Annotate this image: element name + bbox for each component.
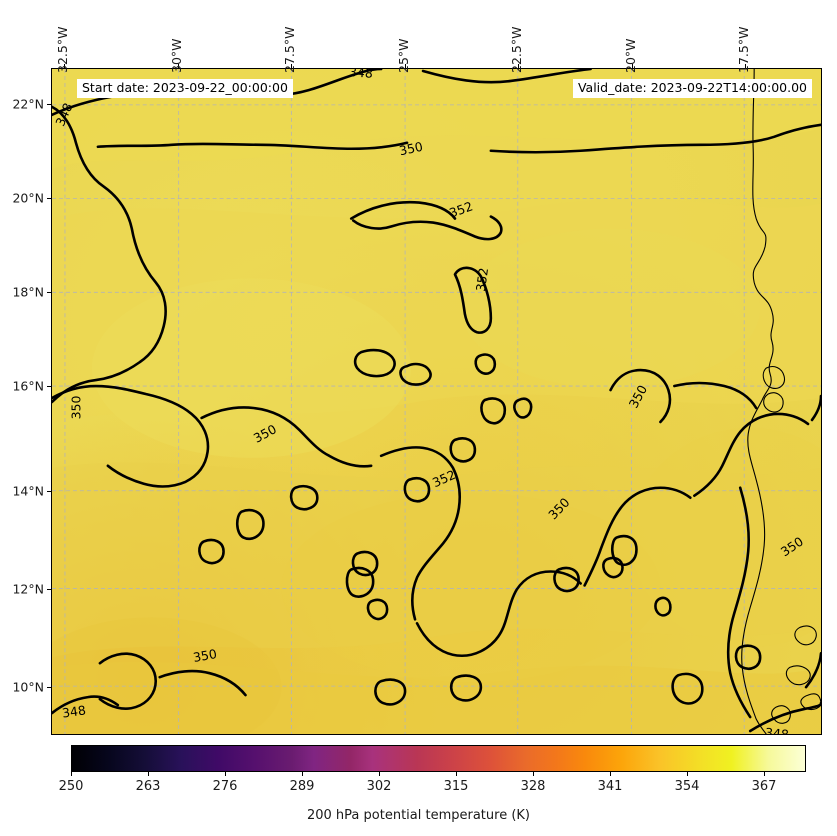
lon-tick-label: 32.5°W: [55, 26, 70, 73]
map-axes[interactable]: 348 350 352 352 350 350 350 352 350 350 …: [51, 68, 822, 735]
lat-tick-label: 10°N: [12, 679, 44, 695]
lon-tickmark: [178, 64, 179, 68]
lon-tick-label: 25°W: [396, 38, 411, 73]
lon-tickmark: [632, 64, 633, 68]
contour-label-348-top: 348: [348, 68, 374, 81]
lat-tick-label: 20°N: [12, 190, 44, 206]
lon-tick-label: 27.5°W: [282, 26, 297, 73]
colorbar-tickmark: [764, 772, 765, 776]
lon-tick-label: 22.5°W: [509, 26, 524, 73]
colorbar-tick-label: 263: [135, 779, 161, 794]
colorbar-tickmark: [302, 772, 303, 776]
colorbar-tick-label: 341: [597, 779, 623, 794]
lat-tick-label: 14°N: [12, 483, 44, 499]
colorbar[interactable]: [71, 745, 806, 772]
lat-tickmark: [47, 386, 51, 387]
lon-tick-label: 20°W: [623, 38, 638, 73]
lat-tickmark: [47, 589, 51, 590]
lat-tick-label: 22°N: [12, 96, 44, 112]
lon-tickmark: [405, 64, 406, 68]
colorbar-tick-label: 289: [289, 779, 315, 794]
colorbar-tickmark: [456, 772, 457, 776]
lat-tickmark: [47, 292, 51, 293]
colorbar-tickmark: [610, 772, 611, 776]
valid-date-label: Valid_date: 2023-09-22T14:00:00.00: [577, 80, 807, 95]
lon-tick-label: 30°W: [169, 38, 184, 73]
valid-date-box: Valid_date: 2023-09-22T14:00:00.00: [572, 79, 812, 99]
lat-tick-label: 16°N: [12, 378, 44, 394]
lat-tickmark: [47, 491, 51, 492]
lon-tick-label: 17.5°W: [736, 26, 751, 73]
lat-tickmark: [47, 198, 51, 199]
lat-tick-label: 12°N: [12, 581, 44, 597]
colorbar-axis-label: 200 hPa potential temperature (K): [306, 808, 530, 823]
colorbar-tick-label: 367: [751, 779, 777, 794]
lon-tickmark: [745, 64, 746, 68]
lon-tickmark: [64, 64, 65, 68]
lat-tickmark: [47, 687, 51, 688]
colorbar-tick-label: 276: [212, 779, 238, 794]
colorbar-tickmark: [148, 772, 149, 776]
colorbar-tickmark: [687, 772, 688, 776]
potential-temperature-field: [52, 69, 821, 734]
colorbar-tick-label: 328: [520, 779, 546, 794]
lon-tickmark: [518, 64, 519, 68]
colorbar-tickmark: [71, 772, 72, 776]
contour-label-350-left: 350: [68, 395, 84, 420]
colorbar-tickmark: [533, 772, 534, 776]
contour-label-348-bottomright: 348: [764, 724, 790, 735]
colorbar-tick-label: 354: [674, 779, 700, 794]
colorbar-tickmark: [225, 772, 226, 776]
colorbar-tick-label: 302: [366, 779, 392, 794]
colorbar-tickmark: [379, 772, 380, 776]
lon-tickmark: [291, 64, 292, 68]
colorbar-tick-label: 250: [58, 779, 84, 794]
lat-tick-label: 18°N: [12, 284, 44, 300]
colorbar-tick-label: 315: [443, 779, 469, 794]
start-date-box: Start date: 2023-09-22_00:00:00: [77, 79, 293, 99]
start-date-label: Start date: 2023-09-22_00:00:00: [82, 80, 288, 95]
lat-tickmark: [47, 104, 51, 105]
